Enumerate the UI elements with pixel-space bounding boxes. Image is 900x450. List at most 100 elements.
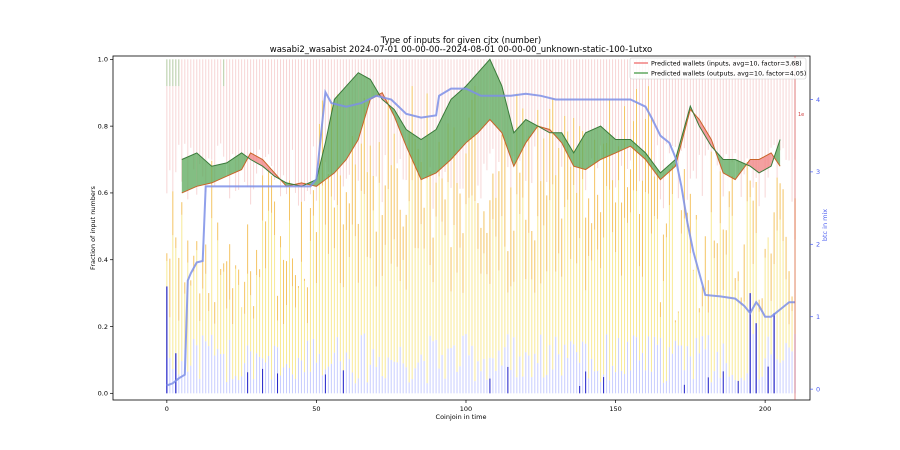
stacked-bars	[166, 59, 796, 394]
bar-segment-pink	[779, 59, 781, 151]
bar-segment-yellow	[342, 287, 344, 372]
bar-segment-yellow	[728, 207, 730, 377]
bar-segment-orange	[501, 134, 503, 217]
bar-segment-blue	[202, 335, 204, 394]
bar-segment-yellow	[178, 320, 180, 375]
bar-segment-yellow	[262, 220, 264, 359]
bar-segment-orange	[193, 255, 195, 272]
bar-segment-pink	[381, 59, 383, 203]
bar-segment-orange	[202, 259, 204, 289]
bar-segment-blue	[570, 341, 572, 394]
bar-segment-blue	[728, 376, 730, 394]
bar-segment-pink	[426, 59, 428, 94]
bar-segment-orange	[414, 138, 416, 248]
bar-segment-pink	[169, 59, 171, 171]
bar-segment-pink	[570, 59, 572, 167]
bar-segment-blue	[624, 373, 626, 394]
bar-segment-orange	[435, 182, 437, 217]
bar-segment-blue	[351, 372, 353, 394]
bar-segment-orange	[474, 86, 476, 202]
bar-segment-blue	[716, 351, 718, 394]
bar-segment-pink	[420, 59, 422, 162]
bar-segment-orange	[369, 145, 371, 259]
bar-segment-pink	[668, 59, 670, 154]
bar-segment-blue	[300, 360, 302, 394]
bar-segment-pink	[659, 59, 661, 200]
bar-segment-yellow	[707, 312, 709, 336]
bar-segment-blue	[309, 371, 311, 394]
bar-segment-yellow	[713, 258, 715, 372]
bar-segment-yellow	[330, 196, 332, 364]
bar-segment-orange	[764, 248, 766, 258]
bar-segment-pink	[435, 59, 437, 183]
bar-segment-yellow	[695, 219, 697, 338]
bar-segment-blue	[695, 337, 697, 394]
bar-segment-yellow	[271, 212, 273, 380]
bar-segment-pink	[749, 59, 751, 167]
bar-segment-yellow	[378, 182, 380, 357]
bar-segment-orange	[402, 226, 404, 260]
bar-segment-blue	[641, 352, 643, 394]
bar-segment-pink	[271, 59, 273, 167]
bar-segment-pink	[372, 59, 374, 176]
bar-segment-blue	[543, 377, 545, 394]
bar-segment-pink	[677, 59, 679, 199]
bar-segment-yellow	[277, 320, 279, 348]
bar-segment-yellow	[588, 255, 590, 379]
fill-between-segment	[630, 139, 646, 160]
bar-segment-orange	[624, 106, 626, 218]
bar-segment-yellow	[339, 283, 341, 362]
bar-segment-orange	[375, 231, 377, 287]
bar-segment-pink	[662, 59, 664, 209]
fill-between-segment	[346, 72, 359, 160]
bar-segment-yellow	[615, 252, 617, 373]
bar-segment-blue	[211, 334, 213, 394]
bar-segment-pink	[773, 59, 775, 145]
bar-segment-yellow	[522, 197, 524, 377]
bar-segment-yellow	[253, 318, 255, 380]
bar-segment-blue	[567, 357, 569, 394]
bar-segment-yellow	[579, 238, 581, 363]
bar-segment-blue	[606, 334, 608, 394]
bar-segment-yellow	[238, 284, 240, 381]
bar-segment-blue	[339, 361, 341, 394]
bar-segment-orange	[647, 86, 649, 194]
bar-segment-orange	[677, 311, 679, 313]
fill-between-segment	[750, 159, 760, 173]
bar-segment-blue	[333, 352, 335, 394]
bar-segment-yellow	[280, 247, 282, 376]
bar-segment-orange	[749, 180, 751, 198]
bar-segment-darkblue	[737, 380, 739, 394]
bar-segment-yellow	[656, 218, 658, 345]
bar-segment-pink	[196, 59, 198, 195]
bar-segment-orange	[713, 240, 715, 259]
bar-segment-yellow	[444, 235, 446, 379]
bar-segment-pink	[315, 59, 317, 201]
bar-segment-darkblue	[767, 366, 769, 394]
bar-segment-blue	[291, 374, 293, 394]
bar-segment-blue	[498, 350, 500, 394]
bar-segment-yellow	[184, 293, 186, 350]
bar-segment-yellow	[633, 190, 635, 336]
bar-segment-yellow	[229, 299, 231, 340]
bar-segment-orange	[253, 306, 255, 319]
bar-segment-pink	[561, 59, 563, 167]
bar-segment-orange	[534, 240, 536, 293]
bar-segment-pink	[190, 59, 192, 148]
bar-segment-blue	[576, 352, 578, 394]
bar-segment-pink	[265, 59, 267, 158]
bar-segment-blue	[638, 360, 640, 394]
bar-segment-yellow	[674, 322, 676, 341]
series-lines	[166, 58, 795, 387]
bar-segment-orange	[782, 189, 784, 242]
bar-segment-yellow	[698, 312, 700, 354]
bar-segment-blue	[582, 341, 584, 394]
bar-segment-blue	[785, 343, 787, 394]
bar-segment-orange	[378, 142, 380, 183]
bar-segment-blue	[600, 381, 602, 394]
bar-segment-pink	[366, 59, 368, 173]
bar-segment-yellow	[543, 225, 545, 378]
bar-segment-blue	[205, 341, 207, 394]
bar-segment-orange	[312, 190, 314, 216]
bar-segment-blue	[546, 374, 548, 394]
